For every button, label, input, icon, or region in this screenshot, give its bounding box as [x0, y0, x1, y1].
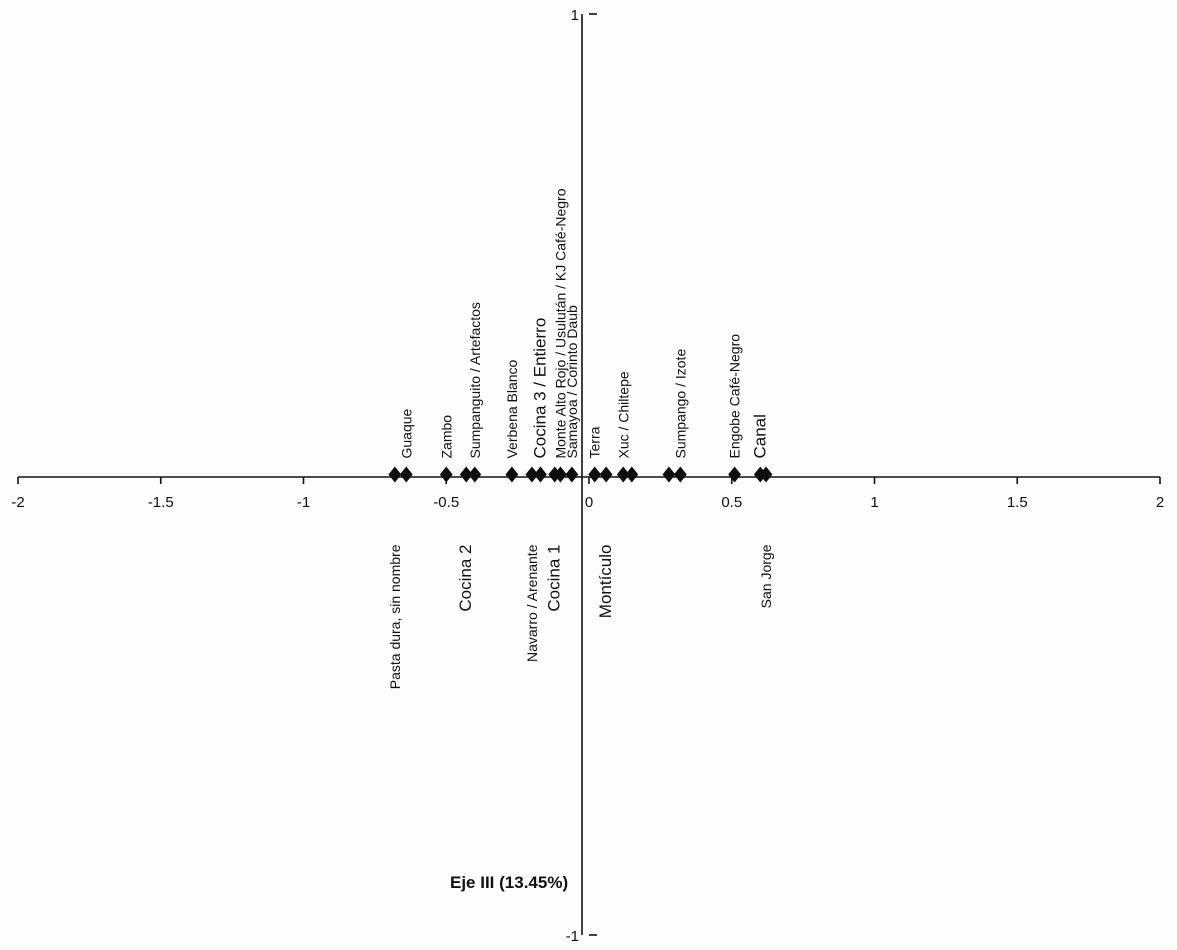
y-tick-label: -1	[566, 928, 579, 945]
data-point-label: Canal	[750, 414, 769, 458]
data-point-marker	[525, 466, 539, 483]
data-point-marker	[468, 466, 482, 483]
data-point-marker	[388, 466, 402, 483]
data-point-marker	[625, 466, 639, 483]
data-point-label: Zambo	[438, 415, 454, 459]
data-point-marker	[399, 466, 413, 483]
data-point-marker	[505, 466, 519, 483]
data-point-marker	[759, 466, 773, 483]
data-point-label: Navarro / Arenante	[524, 544, 540, 662]
x-tick-label: 1	[870, 494, 878, 511]
x-tick-label: -2	[11, 494, 24, 511]
data-point-marker	[616, 466, 630, 483]
data-point-label: Pasta dura, sin nombre	[387, 544, 403, 689]
x-tick-label: 0.5	[721, 494, 742, 511]
data-point-marker	[565, 466, 579, 483]
data-point-label: Samayoa / Corinto Daub	[564, 305, 580, 459]
x-tick-label: -1	[297, 494, 310, 511]
data-labels: Pasta dura, sin nombre Guaque Zambo Cocina …	[387, 188, 774, 689]
data-point-label: Monte Alto Rojo / Usulután / KJ Café-Neg…	[552, 188, 568, 458]
data-point-label: Verbena Blanco	[504, 359, 520, 458]
data-point-label: Cocina 2	[456, 545, 475, 612]
y-tick-label: 1	[571, 7, 579, 24]
x-tick-label: -0.5	[433, 494, 459, 511]
data-point-label: Xuc / Chiltepe	[615, 371, 631, 458]
data-point-marker	[662, 466, 676, 483]
data-point-marker	[554, 466, 567, 483]
data-point-marker	[534, 466, 547, 483]
x-tick-label: 1.5	[1007, 494, 1028, 511]
data-points	[388, 466, 773, 483]
data-point-label: Cocina 1	[545, 545, 564, 612]
x-tick-label: 2	[1156, 494, 1164, 511]
y-axis-title: Eje III (13.45%)	[450, 873, 568, 892]
data-point-label: Sumpango / Izote	[672, 349, 688, 459]
data-point-marker	[588, 466, 602, 483]
data-point-marker	[459, 466, 473, 483]
data-point-label: Montículo	[596, 545, 615, 619]
data-point-label: Engobe Café-Negro	[727, 334, 743, 459]
data-point-label: Sumpanguito / Artefactos	[467, 302, 483, 458]
data-point-label: San Jorge	[758, 544, 774, 608]
data-point-label: Guaque	[398, 408, 414, 458]
x-axis-ticks: -2 -1.5 -1 -0.5 0 0.5 1 1.5 2	[11, 477, 1164, 511]
data-point-marker	[439, 466, 453, 483]
x-tick-label: -1.5	[148, 494, 174, 511]
y-axis-ticks: 1 -1	[566, 7, 597, 945]
data-point-label: Cocina 3 / Entierro	[530, 318, 549, 459]
data-point-label: Terra	[587, 426, 603, 458]
data-point-marker	[728, 466, 742, 483]
x-tick-label: 0	[585, 494, 593, 511]
data-point-marker	[599, 466, 613, 483]
data-point-marker	[673, 466, 687, 483]
